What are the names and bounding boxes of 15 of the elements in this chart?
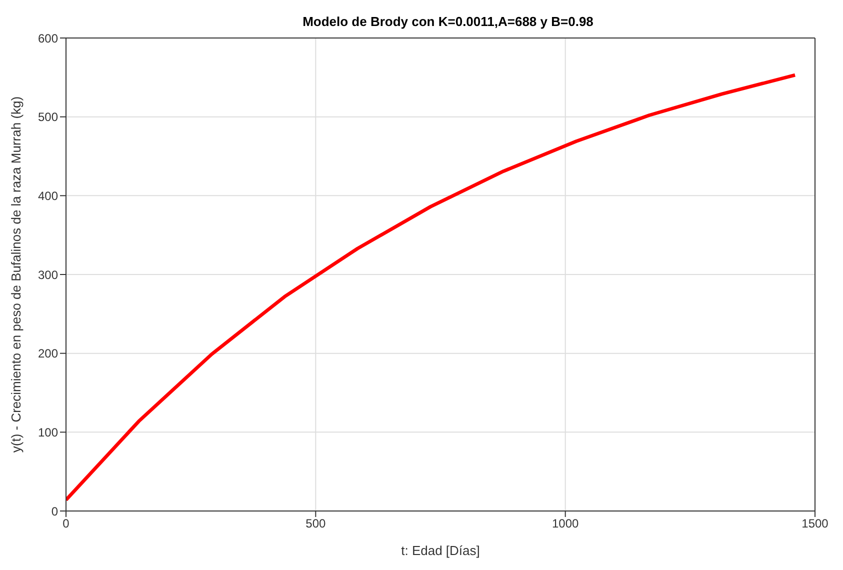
line-series <box>66 73 797 502</box>
x-axis-title: t: Edad [Días] <box>401 543 480 558</box>
y-tick-label: 300 <box>38 268 58 282</box>
y-tick-label: 500 <box>38 110 58 124</box>
chart-title: Modelo de Brody con K=0.0011,A=688 y B=0.98 <box>302 14 594 29</box>
x-tick-label: 1000 <box>552 516 580 531</box>
x-tick-label: 0 <box>62 516 70 531</box>
y-tick-label: 0 <box>51 504 58 518</box>
y-tick-label: 400 <box>38 188 58 203</box>
y-tick-label: 200 <box>38 346 58 361</box>
x-tick-label: 1500 <box>802 516 829 531</box>
y-tick-label: 600 <box>38 31 58 46</box>
x-tick-label: 500 <box>306 516 326 531</box>
y-axis-title: y(t) - Crecimiento en peso de Bufalinos de la raza Murrah (kg) <box>8 96 24 453</box>
y-tick-label: 100 <box>38 425 58 440</box>
